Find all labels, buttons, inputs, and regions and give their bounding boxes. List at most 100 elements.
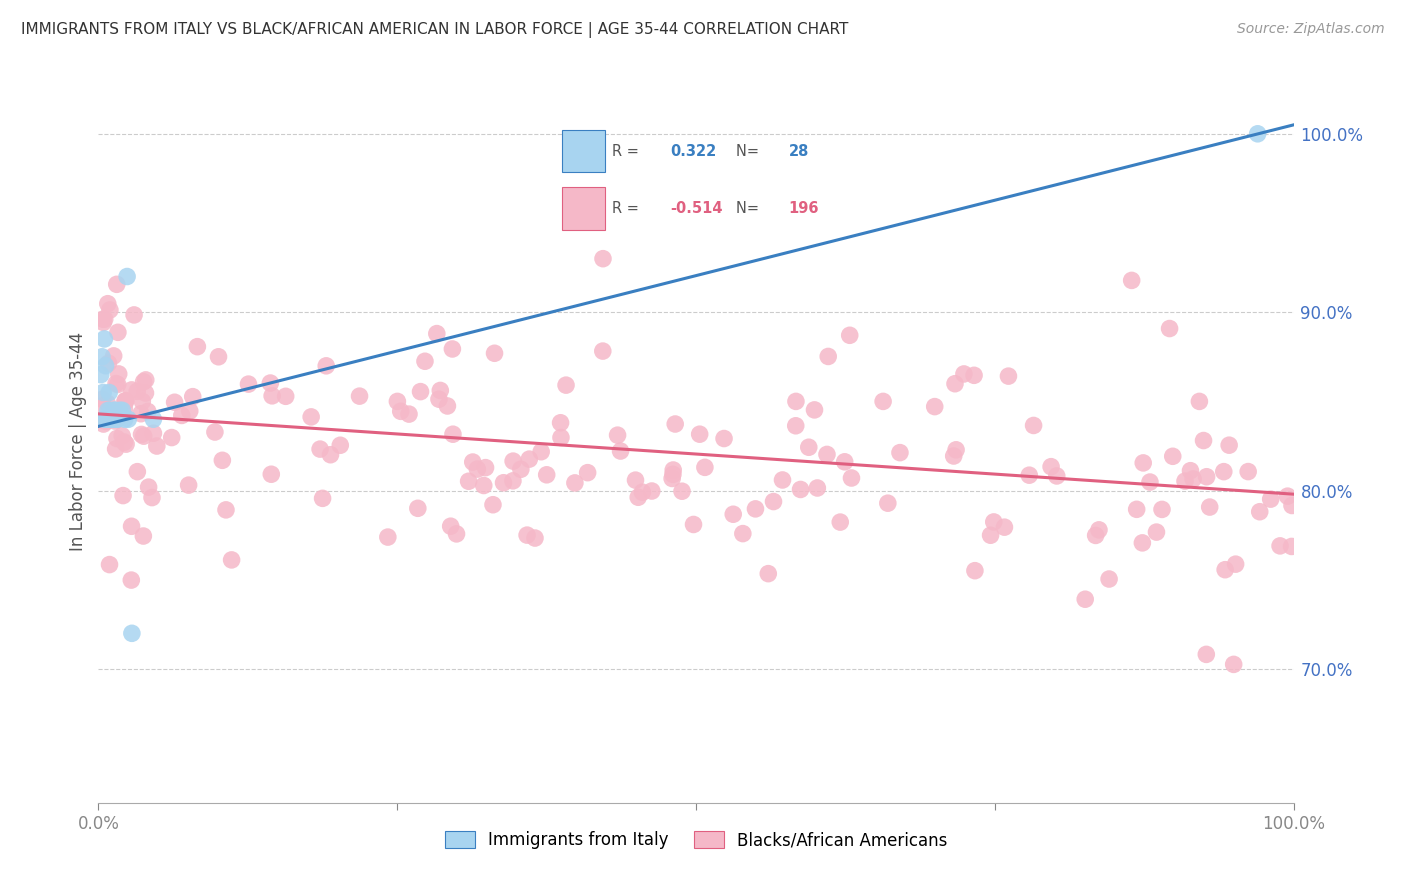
Point bbox=[177, 478, 200, 492]
Point bbox=[259, 376, 281, 390]
Point bbox=[121, 626, 143, 640]
Point bbox=[876, 496, 898, 510]
Point bbox=[509, 462, 531, 476]
Point bbox=[872, 394, 894, 409]
Point bbox=[1161, 450, 1184, 464]
Point bbox=[398, 407, 420, 421]
Point bbox=[1192, 434, 1215, 448]
Point bbox=[627, 490, 650, 504]
Point bbox=[121, 519, 143, 533]
Point bbox=[524, 531, 547, 545]
Point bbox=[689, 427, 711, 442]
Point bbox=[117, 412, 139, 426]
Point bbox=[1195, 469, 1218, 483]
Point bbox=[90, 368, 112, 382]
Point bbox=[135, 373, 157, 387]
Point bbox=[682, 517, 704, 532]
Point bbox=[91, 350, 114, 364]
Point bbox=[806, 481, 828, 495]
Point bbox=[104, 442, 127, 456]
Point bbox=[606, 428, 628, 442]
Point bbox=[1281, 540, 1303, 554]
Point bbox=[1146, 525, 1168, 540]
Point bbox=[472, 478, 495, 492]
Point bbox=[482, 498, 505, 512]
Point bbox=[107, 367, 129, 381]
Point bbox=[204, 425, 226, 439]
Point bbox=[93, 312, 115, 326]
Point bbox=[101, 412, 124, 426]
Point bbox=[441, 342, 464, 356]
Point bbox=[592, 252, 614, 266]
Point bbox=[104, 403, 127, 417]
Point bbox=[1132, 456, 1154, 470]
Point bbox=[474, 460, 496, 475]
Point bbox=[110, 405, 132, 419]
Point bbox=[492, 475, 515, 490]
Point bbox=[98, 403, 122, 417]
Point bbox=[945, 442, 967, 457]
Point bbox=[550, 431, 572, 445]
Point bbox=[446, 527, 468, 541]
Point bbox=[502, 454, 524, 468]
Point bbox=[762, 494, 785, 508]
Point bbox=[1222, 657, 1244, 672]
Point bbox=[105, 432, 128, 446]
Point bbox=[112, 489, 135, 503]
Point bbox=[1213, 563, 1236, 577]
Point bbox=[889, 445, 911, 459]
Point bbox=[797, 440, 820, 454]
Point bbox=[1046, 469, 1069, 483]
Point bbox=[134, 386, 156, 401]
Point bbox=[114, 412, 136, 426]
Point bbox=[238, 377, 260, 392]
Point bbox=[142, 412, 165, 426]
Point bbox=[132, 429, 155, 443]
Point bbox=[132, 529, 155, 543]
Point bbox=[107, 326, 129, 340]
Point bbox=[114, 393, 136, 408]
Point bbox=[785, 418, 807, 433]
Point bbox=[980, 528, 1002, 542]
Point bbox=[163, 395, 186, 409]
Point bbox=[142, 426, 165, 441]
Point bbox=[93, 417, 115, 431]
Point bbox=[838, 328, 860, 343]
Point bbox=[609, 444, 631, 458]
Point bbox=[942, 449, 965, 463]
Point bbox=[1247, 127, 1270, 141]
Point bbox=[179, 404, 201, 418]
Point bbox=[170, 409, 193, 423]
Point bbox=[93, 412, 115, 426]
Point bbox=[530, 444, 553, 458]
Point bbox=[1159, 321, 1181, 335]
Point bbox=[1281, 499, 1303, 513]
Point bbox=[1180, 464, 1202, 478]
Point bbox=[94, 359, 117, 373]
Point bbox=[1182, 472, 1205, 486]
Point bbox=[97, 403, 120, 417]
Point bbox=[576, 466, 599, 480]
Point bbox=[1260, 492, 1282, 507]
Point bbox=[127, 384, 149, 399]
Point bbox=[1098, 572, 1121, 586]
Point bbox=[441, 427, 464, 442]
Point bbox=[120, 573, 142, 587]
Point bbox=[516, 528, 538, 542]
Point bbox=[409, 384, 432, 399]
Legend: Immigrants from Italy, Blacks/African Americans: Immigrants from Italy, Blacks/African Am… bbox=[439, 824, 953, 856]
Point bbox=[789, 483, 811, 497]
Point bbox=[98, 412, 122, 426]
Point bbox=[555, 378, 578, 392]
Point bbox=[105, 412, 128, 426]
Point bbox=[98, 303, 121, 318]
Point bbox=[104, 414, 127, 428]
Text: Source: ZipAtlas.com: Source: ZipAtlas.com bbox=[1237, 22, 1385, 37]
Point bbox=[1174, 474, 1197, 488]
Point bbox=[1218, 438, 1240, 452]
Point bbox=[114, 394, 136, 409]
Point bbox=[1074, 592, 1097, 607]
Point bbox=[141, 491, 163, 505]
Point bbox=[484, 346, 506, 360]
Point bbox=[105, 376, 128, 391]
